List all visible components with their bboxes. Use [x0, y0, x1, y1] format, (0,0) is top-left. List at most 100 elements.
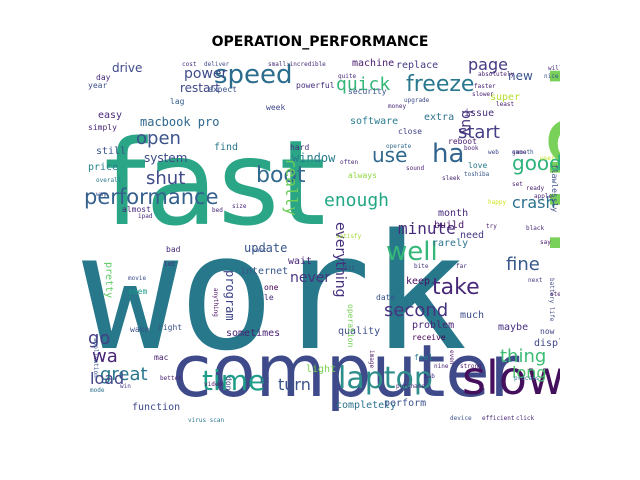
- cloud-word-mode: mode: [90, 387, 105, 394]
- cloud-word-bite: bite: [414, 263, 429, 270]
- cloud-word-wa: wa: [92, 346, 118, 367]
- cloud-word-replace: replace: [396, 60, 438, 71]
- cloud-word-overall: overall: [96, 177, 122, 184]
- cloud-word-efficient: efficient: [482, 415, 515, 422]
- cloud-word-apple: apple: [534, 193, 552, 200]
- cloud-word-really: really: [282, 158, 301, 216]
- cloud-word-tab: tab: [424, 373, 435, 380]
- cloud-word-flawlessly: flawlessly: [550, 164, 559, 212]
- cloud-word-sleek: sleek: [442, 175, 460, 182]
- cloud-word-seem: seem: [128, 287, 147, 296]
- cloud-word-new: new: [508, 69, 533, 83]
- cloud-word-size: size: [232, 203, 247, 210]
- cloud-word-steady: steady: [550, 291, 560, 298]
- cloud-word-user: user: [540, 155, 555, 162]
- cloud-word-money: money: [388, 103, 406, 110]
- cloud-word-hard: hard: [290, 143, 309, 152]
- cloud-word-speed: speed: [214, 60, 293, 90]
- cloud-word-powerful: powerful: [296, 81, 335, 90]
- cloud-word-happy: happy: [488, 199, 506, 206]
- cloud-word-often: often: [340, 159, 358, 166]
- cloud-word-lot: lot: [164, 261, 175, 268]
- cloud-word-restart: restart: [180, 81, 220, 95]
- cloud-word-try: try: [486, 223, 497, 230]
- cloud-word-good: good: [512, 151, 560, 175]
- cloud-word-performance: performance: [84, 185, 219, 209]
- cloud-word-maybe: maybe: [498, 322, 528, 333]
- cloud-word-sound: sound: [406, 165, 424, 172]
- cloud-word-don: don: [224, 376, 233, 391]
- cloud-word-receive: receive: [412, 333, 446, 342]
- cloud-word-game: game: [512, 149, 527, 156]
- cloud-word-reboot: reboot: [448, 137, 477, 146]
- cloud-word-never: never: [290, 270, 330, 286]
- cloud-word-work: work: [82, 199, 467, 386]
- cloud-word-rarely: rarely: [432, 238, 468, 249]
- cloud-word-next: next: [528, 277, 543, 284]
- cloud-word-go: go: [88, 328, 110, 349]
- cloud-word-always: always: [348, 171, 377, 180]
- cloud-word-almost: almost: [122, 205, 151, 214]
- cloud-word-keyboard: keyboard: [192, 294, 199, 323]
- cloud-word-open: open: [136, 128, 181, 149]
- cloud-word-le: le: [264, 293, 274, 302]
- cloud-word-problem: problem: [412, 320, 454, 331]
- cloud-word-pretty: pretty: [103, 262, 114, 298]
- figure-title: OPERATION_PERFORMANCE: [211, 34, 429, 50]
- cloud-word-super: super: [490, 92, 520, 103]
- cloud-word-much: much: [460, 310, 484, 321]
- cloud-word-right: right: [158, 323, 182, 332]
- cloud-word-now: now: [540, 327, 555, 336]
- cloud-word-find: find: [214, 142, 238, 153]
- cloud-word-absolutely: absolutely: [478, 71, 515, 78]
- cloud-word-program: program: [223, 270, 237, 321]
- cloud-word-page: page: [468, 58, 508, 74]
- cloud-word-buy: buy: [458, 110, 474, 136]
- cloud-word-keep: keep: [406, 276, 430, 287]
- cloud-word-purchase: purchase: [396, 383, 425, 390]
- cloud-word-security: security: [348, 87, 387, 96]
- cloud-word-upgrade: upgrade: [404, 97, 430, 104]
- cloud-word-fine: fine: [506, 254, 540, 275]
- cloud-word-month: month: [438, 208, 468, 219]
- cloud-word-bad: bad: [166, 245, 181, 254]
- cloud-word-strong: strong: [460, 363, 482, 370]
- cloud-word-expect: expect: [208, 85, 237, 94]
- cloud-word-better: better: [160, 375, 182, 382]
- cloud-word-anything: anything: [212, 288, 219, 317]
- cloud-word-small-incredible: small:incredible: [268, 61, 326, 68]
- cloud-word-week: week: [266, 103, 285, 112]
- cloud-word-least: least: [496, 101, 514, 108]
- cloud-word-software: software: [350, 116, 398, 127]
- cloud-word-crash: crash: [512, 193, 556, 212]
- cloud-word-macbook-pro: macbook pro: [140, 115, 219, 129]
- cloud-word-need: need: [460, 230, 484, 241]
- cloud-word-application: application: [92, 338, 99, 378]
- cloud-word-set: set: [512, 181, 523, 188]
- cloud-word-virus-scan: virus scan: [188, 417, 225, 423]
- cloud-word-quick: quick: [336, 74, 390, 95]
- cloud-word-device: device: [450, 415, 472, 422]
- cloud-word-sometimes: sometimes: [226, 328, 280, 339]
- cloud-word-boot: boot: [256, 163, 306, 188]
- cloud-word-year: year: [88, 81, 107, 90]
- cloud-word-process: process: [514, 375, 540, 382]
- cloud-word-fit: fit: [344, 265, 355, 272]
- cloud-word-completely: completely: [336, 400, 396, 411]
- cloud-word-will: will: [548, 65, 560, 72]
- cloud-word-battery-life: battery life: [548, 278, 555, 322]
- cloud-word-use: use: [372, 143, 407, 167]
- cloud-word-wake: wake: [130, 325, 149, 334]
- cloud-word-build: build: [434, 220, 464, 231]
- cloud-word-laptop: laptop: [338, 361, 433, 396]
- cloud-word-extra: extra: [424, 112, 454, 123]
- cloud-word-even: even: [448, 350, 455, 365]
- cloud-word-pc: pc: [260, 375, 270, 384]
- cloud-word-internet: internet: [240, 266, 288, 277]
- cloud-word-issue: issue: [464, 108, 494, 119]
- cloud-word-everything: everything: [332, 222, 348, 298]
- cloud-word-click: click: [516, 415, 534, 422]
- cloud-word-window: window: [292, 151, 336, 165]
- cloud-word-nice: nice: [544, 73, 559, 80]
